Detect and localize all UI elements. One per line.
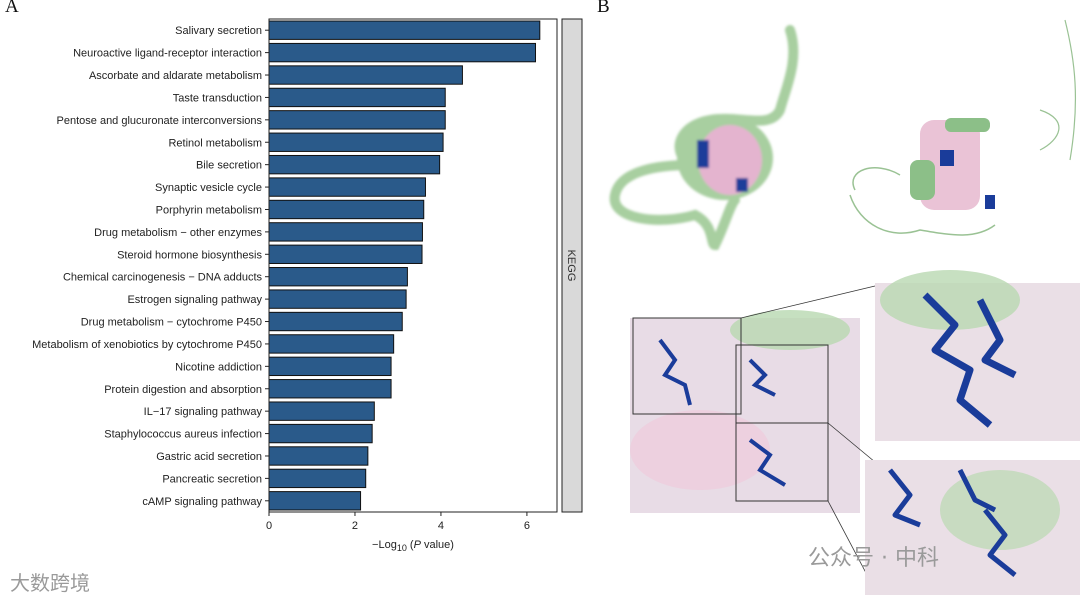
bar-16	[268, 356, 392, 377]
facet-strip-label: KEGG	[565, 250, 577, 282]
x-tick-label-6: 6	[524, 520, 530, 532]
bar-17	[268, 379, 392, 399]
bar-19	[268, 423, 373, 444]
bar-7	[268, 154, 441, 175]
bar-3	[268, 65, 463, 85]
panel-letter-a: A	[5, 0, 19, 17]
category-label-8: Synaptic vesicle cycle	[155, 182, 262, 194]
category-label-22: cAMP signaling pathway	[142, 496, 262, 508]
category-label-17: Protein digestion and absorption	[104, 384, 262, 396]
xlabel-open: (	[407, 539, 414, 551]
watermark-bottom-right: 公众号 · 中科	[808, 546, 939, 571]
xlabel-suffix: value)	[421, 539, 454, 551]
bar-12	[268, 267, 408, 287]
surface-model	[609, 25, 799, 251]
category-label-13: Estrogen signaling pathway	[127, 294, 262, 306]
bar-1	[268, 20, 541, 40]
xlabel-subscript: 10	[397, 543, 407, 553]
binding-detail-zoom	[865, 270, 1080, 595]
category-label-9: Porphyrin metabolism	[156, 204, 262, 216]
bar-8	[268, 177, 426, 197]
x-tick-label-4: 4	[438, 520, 444, 532]
bar-11	[268, 244, 423, 264]
bar-13	[268, 289, 407, 309]
category-label-14: Drug metabolism − cytochrome P450	[81, 317, 262, 329]
category-label-19: Staphylococcus aureus infection	[104, 429, 262, 441]
category-label-12: Chemical carcinogenesis − DNA adducts	[63, 272, 263, 284]
bar-22	[268, 491, 362, 511]
x-axis-label: −Log10 (P value)	[372, 539, 454, 553]
category-label-2: Neuroactive ligand-receptor interaction	[73, 48, 262, 60]
category-label-5: Pentose and glucuronate interconversions	[57, 115, 263, 127]
bar-5	[268, 110, 446, 130]
category-label-4: Taste transduction	[173, 92, 262, 104]
bar-4	[268, 87, 446, 108]
bar-15	[268, 334, 395, 354]
category-labels-group: Salivary secretion Neuroactive ligand-rec…	[32, 25, 269, 508]
category-label-11: Steroid hormone biosynthesis	[117, 249, 262, 261]
xlabel-prefix: −Log	[372, 539, 397, 551]
facet-strip	[561, 18, 583, 513]
bar-20	[268, 446, 369, 466]
bars-group	[268, 20, 541, 511]
protein-structure-figure	[609, 19, 1080, 595]
binding-pocket-overview	[630, 285, 876, 591]
bar-2	[268, 42, 537, 63]
category-label-1: Salivary secretion	[175, 25, 262, 37]
category-label-10: Drug metabolism − other enzymes	[94, 227, 262, 239]
category-label-15: Metabolism of xenobiotics by cytochrome …	[32, 339, 262, 351]
bar-18	[268, 401, 375, 421]
watermark-bottom-left: 大数跨境	[10, 571, 90, 595]
bar-9	[268, 199, 425, 220]
panel-letter-b: B	[597, 0, 610, 17]
cartoon-model	[849, 19, 1077, 236]
category-label-7: Bile secretion	[196, 160, 262, 172]
x-tick-label-2: 2	[352, 520, 358, 532]
plot-frame	[268, 18, 558, 513]
bar-10	[268, 222, 423, 242]
bar-21	[268, 468, 367, 489]
x-ticks-group: 0 2 4 6	[266, 512, 530, 532]
category-label-18: IL−17 signaling pathway	[144, 406, 263, 418]
x-tick-label-0: 0	[266, 520, 272, 532]
bar-14	[268, 311, 403, 332]
category-label-20: Gastric acid secretion	[156, 451, 262, 463]
category-label-6: Retinol metabolism	[168, 137, 262, 149]
kegg-bar-chart: Salivary secretion Neuroactive ligand-rec…	[32, 18, 583, 553]
category-label-3: Ascorbate and aldarate metabolism	[89, 70, 262, 82]
xlabel-italic-p: P	[414, 539, 422, 551]
category-label-21: Pancreatic secretion	[162, 473, 262, 485]
category-label-16: Nicotine addiction	[175, 361, 262, 373]
bar-6	[268, 132, 444, 152]
